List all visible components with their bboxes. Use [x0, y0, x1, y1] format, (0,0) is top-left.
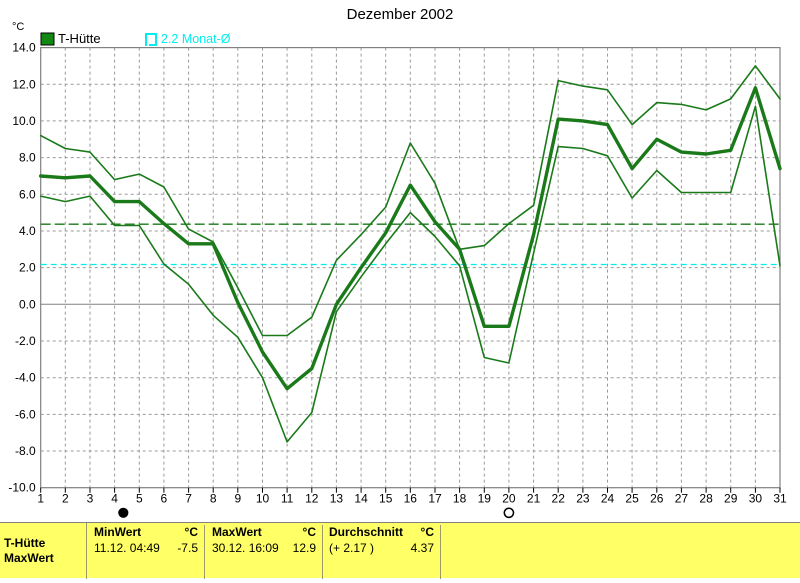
svg-text:1: 1: [37, 492, 44, 506]
svg-text:°C: °C: [12, 21, 24, 33]
svg-text:5: 5: [136, 492, 143, 506]
svg-text:13: 13: [330, 492, 344, 506]
svg-text:10: 10: [256, 492, 270, 506]
svg-text:3: 3: [87, 492, 94, 506]
svg-text:22: 22: [552, 492, 566, 506]
svg-text:10.0: 10.0: [12, 114, 36, 128]
svg-text:6: 6: [161, 492, 168, 506]
svg-text:23: 23: [576, 492, 590, 506]
svg-text:-6.0: -6.0: [15, 407, 36, 421]
svg-text:14.0: 14.0: [12, 41, 36, 55]
svg-text:28: 28: [699, 492, 713, 506]
svg-text:18: 18: [453, 492, 467, 506]
svg-text:2: 2: [62, 492, 69, 506]
svg-text:20: 20: [502, 492, 516, 506]
svg-text:14: 14: [354, 492, 368, 506]
svg-text:24: 24: [601, 492, 615, 506]
svg-text:2.2 Monat-Ø: 2.2 Monat-Ø: [161, 32, 231, 46]
svg-text:Dezember 2002: Dezember 2002: [347, 6, 454, 23]
svg-text:21: 21: [527, 492, 541, 506]
svg-text:-10.0: -10.0: [8, 481, 36, 495]
svg-text:16: 16: [404, 492, 418, 506]
svg-text:4.0: 4.0: [19, 224, 36, 238]
svg-text:T-Hütte: T-Hütte: [58, 31, 101, 46]
svg-text:2.0: 2.0: [19, 261, 36, 275]
svg-text:15: 15: [379, 492, 393, 506]
svg-text:17: 17: [428, 492, 442, 506]
svg-text:31: 31: [773, 492, 787, 506]
svg-text:-2.0: -2.0: [15, 334, 36, 348]
svg-text:19: 19: [478, 492, 492, 506]
svg-text:0.0: 0.0: [19, 297, 36, 311]
svg-text:6.0: 6.0: [19, 187, 36, 201]
svg-text:-4.0: -4.0: [15, 371, 36, 385]
svg-text:12.0: 12.0: [12, 77, 36, 91]
svg-text:25: 25: [625, 492, 639, 506]
svg-text:11: 11: [281, 492, 294, 506]
svg-text:7: 7: [185, 492, 192, 506]
svg-text:29: 29: [724, 492, 738, 506]
svg-text:8: 8: [210, 492, 217, 506]
svg-text:8.0: 8.0: [19, 151, 36, 165]
svg-text:-8.0: -8.0: [15, 444, 36, 458]
svg-text:27: 27: [675, 492, 689, 506]
svg-text:26: 26: [650, 492, 664, 506]
svg-text:4: 4: [111, 492, 118, 506]
svg-text:30: 30: [749, 492, 763, 506]
svg-text:9: 9: [234, 492, 241, 506]
svg-text:12: 12: [305, 492, 319, 506]
